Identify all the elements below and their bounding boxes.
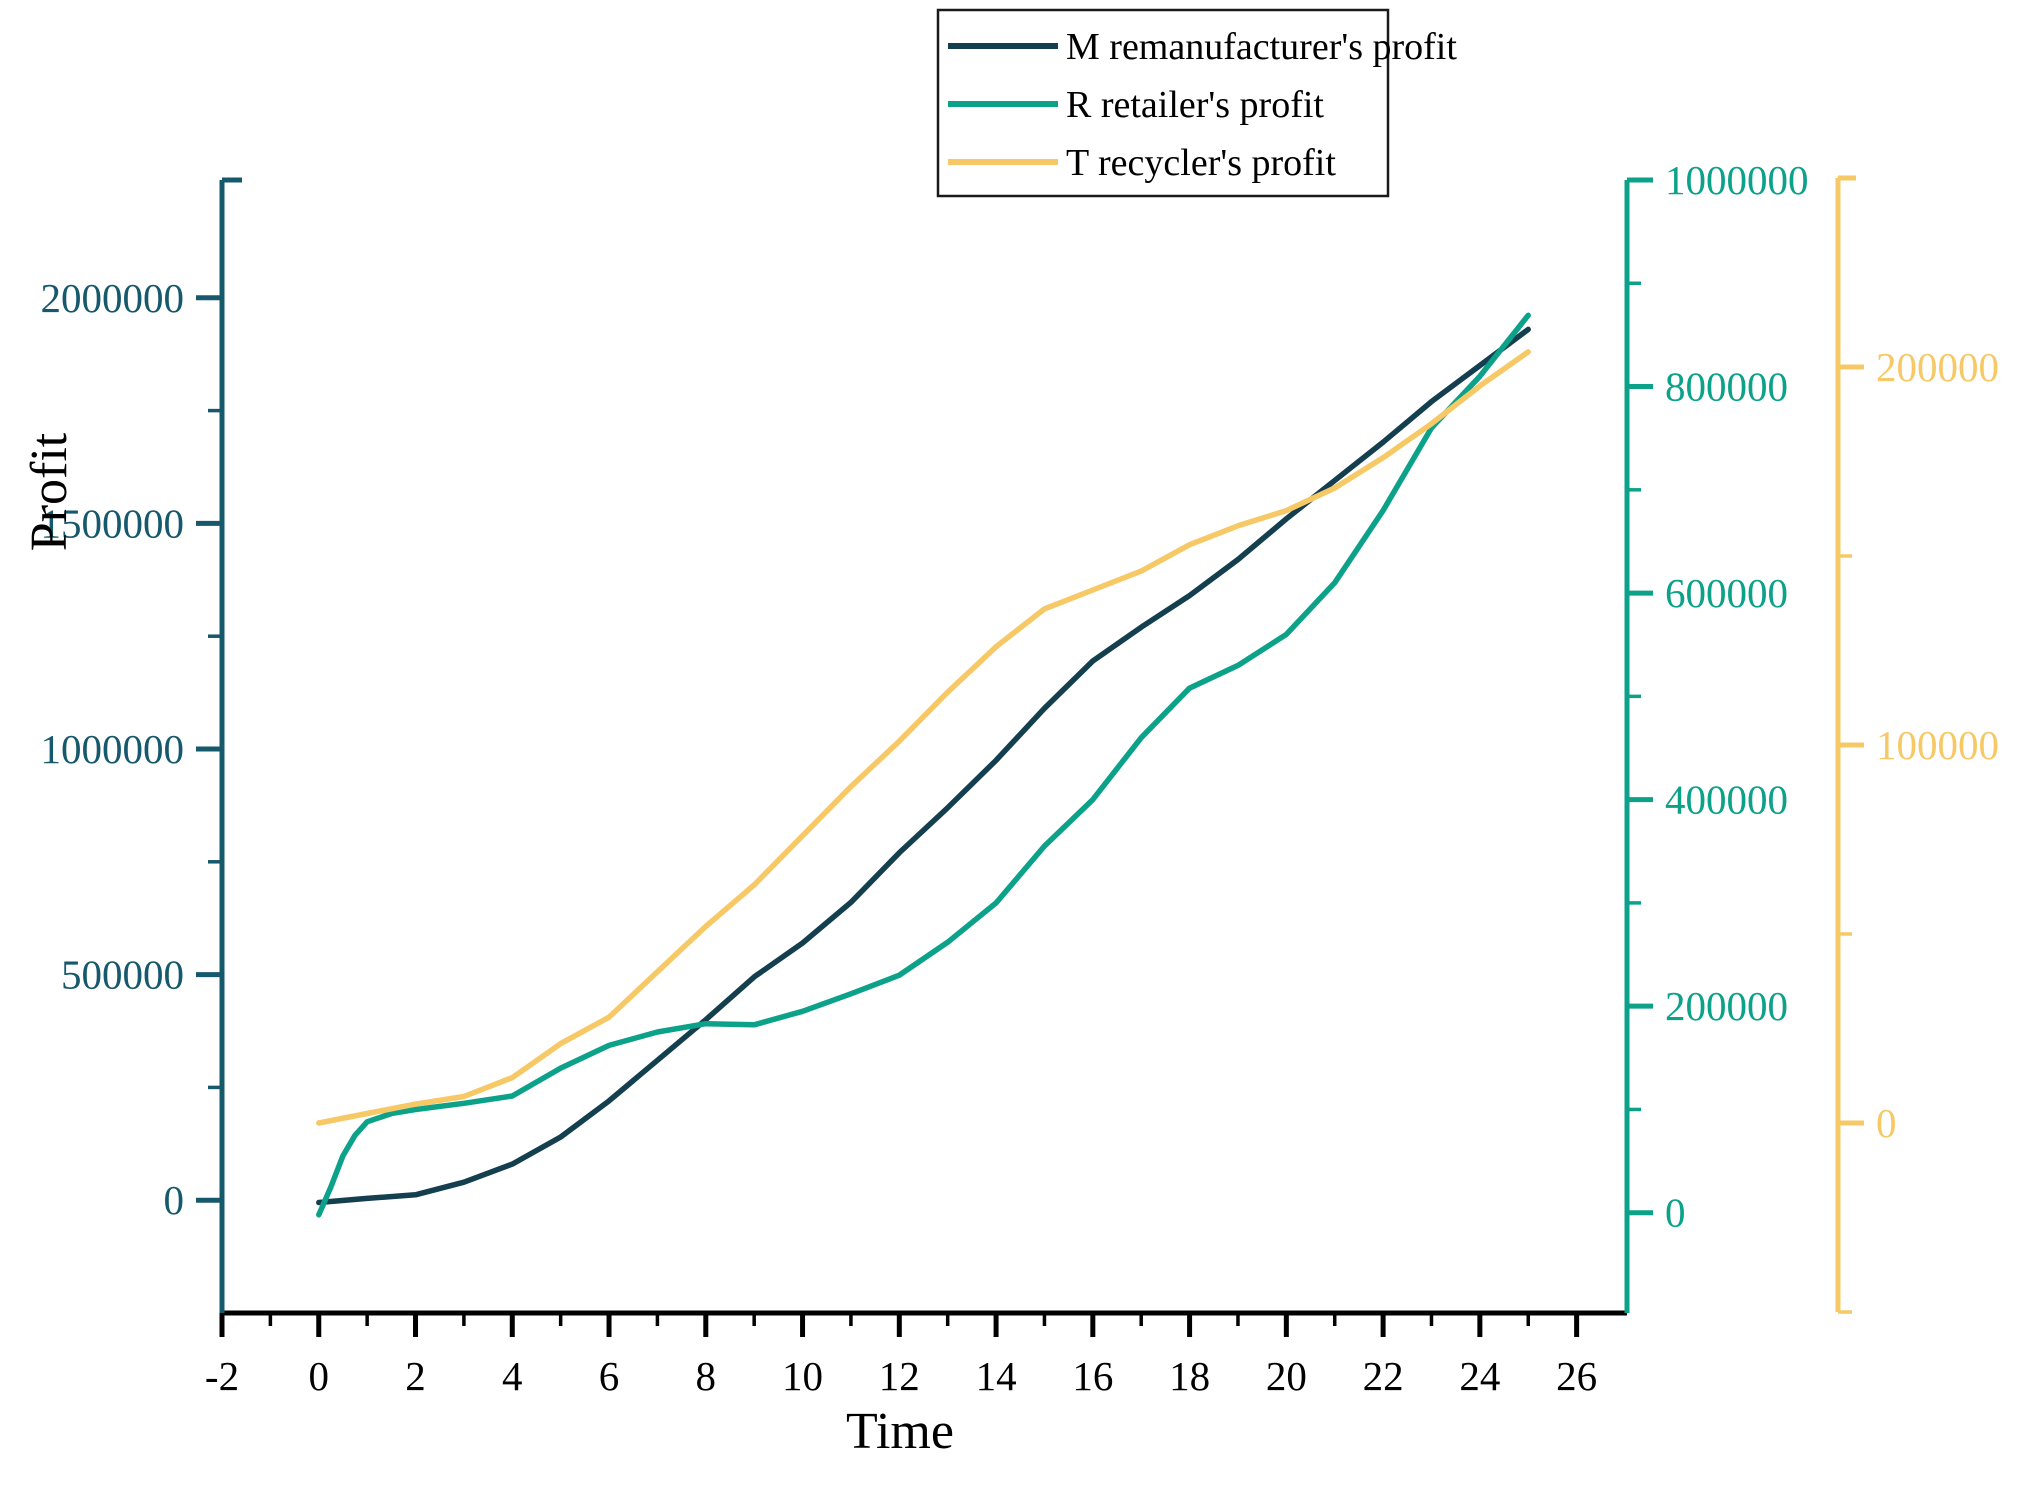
axes: -2 0 2 4 6 8 10 12 14 16 18 20 22 24 26050000010000001… [41,157,2000,1399]
x-axis-title: Time [846,1403,954,1460]
x-tick-label: 20 [1266,1353,1307,1399]
right_inner-tick-label: 600000 [1665,570,1788,616]
x-tick-label: 22 [1363,1353,1404,1399]
x-tick-label: 2 [405,1353,426,1399]
x-tick-label: 26 [1556,1353,1597,1399]
left-tick-label: 1000000 [41,726,185,772]
right_inner-tick-label: 0 [1665,1190,1686,1236]
x-tick-label: 8 [696,1353,717,1399]
right_outer-tick-label: 100000 [1876,722,1999,768]
x-tick-label: 12 [879,1353,920,1399]
right_inner-tick-label: 200000 [1665,983,1788,1029]
left-tick-label: 1500000 [41,500,185,546]
x-tick-label: -2 [205,1353,239,1399]
series-line-m [316,326,1531,1206]
x-tick-label: 14 [976,1353,1017,1399]
legend: M remanufacturer's profit R retailer's pr… [936,8,1457,198]
right_outer-tick-label: 200000 [1876,344,1999,390]
left-axis: 0 500000 1000000 1500000 2000000 [41,177,242,1313]
x-tick-label: 18 [1169,1353,1210,1399]
left-tick-label: 500000 [61,952,184,998]
x-tick-label: 6 [599,1353,620,1399]
right_outer-axis: 0 100000 200000 [1835,175,1999,1314]
curves [316,312,1531,1218]
legend-item-label: M remanufacturer's profit [1066,26,1457,68]
y-axis-title: Profit [21,432,78,551]
right_inner-tick-label: 1000000 [1665,157,1809,203]
right_inner-tick-label: 400000 [1665,777,1788,823]
right_inner-tick-label: 800000 [1665,364,1788,410]
series-line-t [316,349,1531,1126]
right_outer-tick-label: 0 [1876,1100,1897,1146]
x-tick-label: 10 [782,1353,823,1399]
left-tick-label: 2000000 [41,275,185,321]
x-tick-label: 4 [502,1353,523,1399]
legend-item-label: R retailer's profit [1066,84,1324,126]
x-tick-label: 16 [1072,1353,1113,1399]
x-tick-label: 24 [1459,1353,1500,1399]
legend-item-label: T recycler's profit [1066,142,1336,184]
x-tick-label: 0 [309,1353,330,1399]
right_inner-axis: 0 200000 400000 600000 800000 1000000 [1624,157,1809,1313]
series-line-r [316,312,1531,1218]
left-tick-label: 0 [164,1177,185,1223]
